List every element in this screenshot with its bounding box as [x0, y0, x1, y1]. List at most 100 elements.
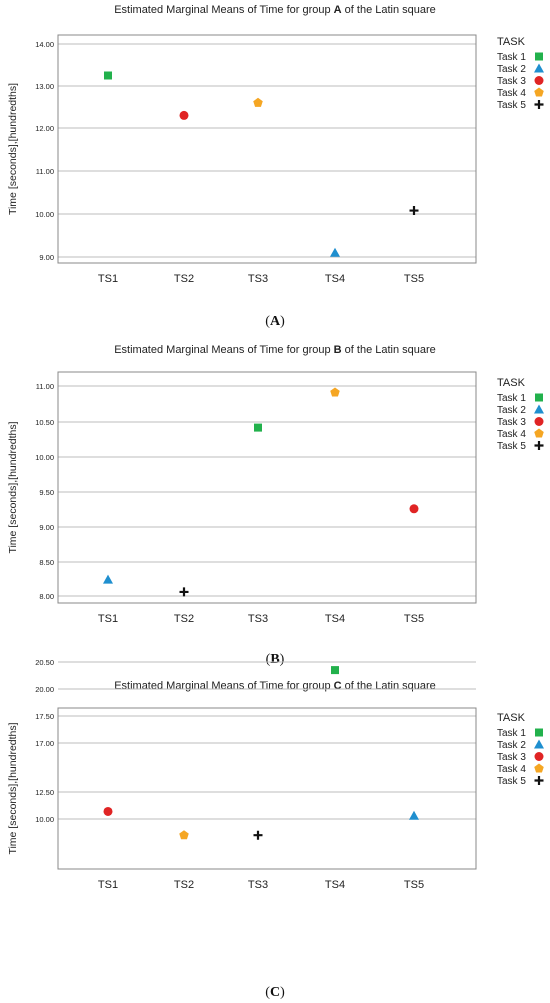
y-tick-label: 10.00 — [35, 453, 54, 462]
x-tick-label: TS2 — [174, 879, 194, 891]
legend-marker-circle — [534, 76, 544, 85]
legend-marker-pentagon — [534, 87, 544, 97]
legend-label: Task 5 — [497, 441, 526, 452]
panel-caption-letter: A — [270, 314, 281, 329]
chart-title-suffix: of the Latin square — [342, 680, 436, 692]
y-tick-label: 11.00 — [36, 382, 54, 391]
chart-title-group: C — [334, 680, 342, 692]
chart-panel-a: Estimated Marginal Means of Time for gro… — [7, 4, 544, 329]
x-tick-label: TS5 — [404, 879, 424, 891]
chart-title-prefix: Estimated Marginal Means of Time for gro… — [114, 680, 333, 692]
y-axis-label: Time [seconds],[hundredths] — [7, 421, 19, 553]
x-tick-label: TS1 — [98, 613, 118, 625]
legend-label: Task 2 — [497, 405, 526, 416]
legend-marker-square — [535, 393, 543, 402]
legend-title: TASK — [497, 712, 526, 724]
chart-title-suffix: of the Latin square — [342, 344, 436, 356]
data-point-task-1 — [254, 423, 262, 432]
legend-marker-square — [535, 52, 543, 61]
legend-label: Task 2 — [497, 740, 526, 751]
legend-marker-plus — [534, 100, 544, 109]
panel-caption: (B) — [266, 652, 285, 667]
chart-title: Estimated Marginal Means of Time for gro… — [114, 4, 436, 16]
chart-title: Estimated Marginal Means of Time for gro… — [114, 680, 436, 692]
panel-caption-letter: B — [270, 652, 279, 667]
y-tick-label: 20.00 — [35, 685, 54, 694]
legend-title: TASK — [497, 377, 526, 389]
y-tick-label: 14.00 — [35, 40, 54, 49]
x-tick-label: TS5 — [404, 273, 424, 285]
chart-title: Estimated Marginal Means of Time for gro… — [114, 344, 436, 356]
chart-panel-b: Estimated Marginal Means of Time for gro… — [7, 344, 544, 667]
legend-label: Task 5 — [497, 776, 526, 787]
y-tick-label: 9.50 — [39, 488, 54, 497]
legend-marker-plus — [534, 441, 544, 450]
chart-title-group: A — [334, 4, 342, 16]
y-tick-label: 17.00 — [35, 739, 54, 748]
data-point-task-4 — [330, 387, 340, 397]
panel-caption: (C) — [265, 985, 285, 1000]
legend-label: Task 5 — [497, 100, 526, 111]
data-point-task-3 — [179, 110, 189, 120]
legend-marker-circle — [534, 752, 544, 761]
x-tick-label: TS2 — [174, 613, 194, 625]
legend-marker-triangle — [534, 739, 544, 749]
data-point-task-3 — [409, 504, 419, 514]
x-tick-label: TS4 — [325, 879, 345, 891]
y-tick-label: 12.50 — [35, 788, 54, 797]
data-point-task-5 — [253, 830, 263, 840]
y-tick-label: 8.00 — [39, 592, 54, 601]
legend-label: Task 3 — [497, 752, 526, 763]
chart-panel-c: Estimated Marginal Means of Time for gro… — [7, 658, 544, 1000]
x-tick-label: TS1 — [98, 273, 118, 285]
plot-frame — [57, 34, 477, 264]
y-tick-label: 20.50 — [35, 658, 54, 667]
x-tick-label: TS1 — [98, 879, 118, 891]
chart-title-suffix: of the Latin square — [342, 4, 436, 16]
y-axis-label: Time [seconds],[hundredths] — [7, 722, 19, 854]
x-tick-label: TS3 — [248, 273, 268, 285]
y-tick-label: 13.00 — [35, 82, 54, 91]
legend-label: Task 4 — [497, 429, 526, 440]
panel-caption: (A) — [265, 314, 285, 329]
data-point-task-5 — [409, 206, 419, 216]
data-point-task-2 — [103, 574, 113, 584]
chart-title-group: B — [334, 344, 342, 356]
legend-label: Task 4 — [497, 764, 526, 775]
data-point-task-4 — [179, 830, 189, 840]
x-tick-label: TS2 — [174, 273, 194, 285]
y-tick-label: 9.00 — [39, 253, 54, 262]
y-tick-label: 10.50 — [35, 418, 54, 427]
data-point-task-4 — [253, 97, 263, 107]
x-tick-label: TS3 — [248, 613, 268, 625]
chart-title-prefix: Estimated Marginal Means of Time for gro… — [114, 4, 333, 16]
legend-marker-circle — [534, 417, 544, 426]
data-point-task-2 — [409, 810, 419, 820]
y-tick-label: 17.50 — [35, 712, 54, 721]
legend-label: Task 1 — [497, 728, 526, 739]
legend-title: TASK — [497, 36, 526, 48]
y-axis-label: Time [seconds],[hundredths] — [7, 83, 19, 215]
data-point-task-3 — [103, 806, 113, 816]
legend-label: Task 1 — [497, 393, 526, 404]
panel-caption-letter: C — [270, 985, 280, 1000]
y-tick-label: 10.00 — [35, 210, 54, 219]
x-tick-label: TS4 — [325, 613, 345, 625]
data-point-task-2 — [330, 247, 340, 257]
legend-label: Task 3 — [497, 417, 526, 428]
data-point-task-1 — [331, 666, 339, 675]
data-point-task-1 — [104, 71, 112, 80]
plot-frame — [57, 371, 477, 604]
x-tick-label: TS4 — [325, 273, 345, 285]
y-tick-label: 11.00 — [36, 167, 54, 176]
y-tick-label: 10.00 — [35, 815, 54, 824]
legend-marker-square — [535, 728, 543, 737]
x-tick-label: TS3 — [248, 879, 268, 891]
plot-frame — [57, 707, 477, 870]
legend-label: Task 4 — [497, 88, 526, 99]
y-tick-label: 12.00 — [35, 124, 54, 133]
data-point-task-5 — [179, 587, 189, 597]
